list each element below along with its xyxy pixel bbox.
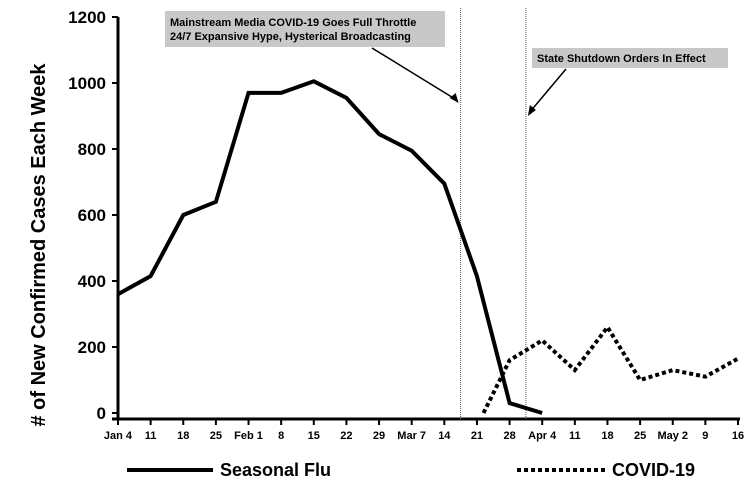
x-tick-label: 18 (601, 430, 613, 442)
y-tick-label: 800 (78, 140, 106, 159)
x-tick-label: 18 (177, 430, 189, 442)
x-tick-label: 16 (732, 430, 744, 442)
x-tick-label: 14 (438, 430, 451, 442)
y-tick-label: 200 (78, 338, 106, 357)
y-tick-label: 0 (97, 404, 106, 423)
shutdown-annotation-text: State Shutdown Orders In Effect (537, 53, 706, 65)
x-tick-label: 22 (340, 430, 352, 442)
legend-label-seasonal-flu: Seasonal Flu (220, 460, 331, 480)
y-tick-label: 1000 (68, 74, 106, 93)
shutdown-annotation-box (532, 48, 728, 68)
x-tick-label: 21 (471, 430, 483, 442)
shutdown-annotation-arrow (529, 68, 567, 113)
x-tick-label: May 2 (657, 430, 688, 442)
media-annotation-arrow (371, 47, 458, 101)
axes (112, 17, 740, 421)
media-annotation-text: 24/7 Expansive Hype, Hysterical Broadcas… (170, 31, 411, 43)
x-tick-label: 11 (145, 430, 157, 442)
x-tick-label: Mar 7 (397, 430, 426, 442)
series-group (117, 79, 739, 415)
legend-label-covid-19: COVID-19 (612, 460, 695, 480)
annotations: Mainstream Media COVID-19 Goes Full Thro… (165, 11, 728, 116)
covid-19-line (481, 323, 739, 414)
y-axis-label: # of New Confirmed Cases Each Week (28, 63, 50, 427)
media-annotation-text: Mainstream Media COVID-19 Goes Full Thro… (170, 17, 416, 29)
x-tick-label: Jan 4 (104, 430, 133, 442)
seasonal-flu-line (117, 79, 543, 415)
x-tick-label: 25 (634, 430, 646, 442)
x-tick-label: 28 (503, 430, 515, 442)
x-tick-label: 25 (210, 430, 222, 442)
x-tick-label: 29 (373, 430, 385, 442)
y-tick-label: 600 (78, 206, 106, 225)
x-tick-label: Apr 4 (528, 430, 557, 442)
x-tick-label: 15 (308, 430, 320, 442)
legend: Seasonal Flu COVID-19 (127, 460, 695, 480)
media-arrow-head (449, 93, 459, 103)
y-tick-label: 1200 (68, 8, 106, 27)
x-tick-label: 8 (278, 430, 284, 442)
ticks: 0 200 400 600 800 1000 1200 Jan 4 11 18 25 Feb 1 8 15… (68, 8, 744, 442)
media-annotation-box (165, 11, 445, 47)
shutdown-arrow-head (527, 105, 536, 116)
x-tick-label: 9 (702, 430, 708, 442)
x-tick-label: Feb 1 (234, 430, 263, 442)
x-tick-label: 11 (569, 430, 581, 442)
y-tick-label: 400 (78, 272, 106, 291)
